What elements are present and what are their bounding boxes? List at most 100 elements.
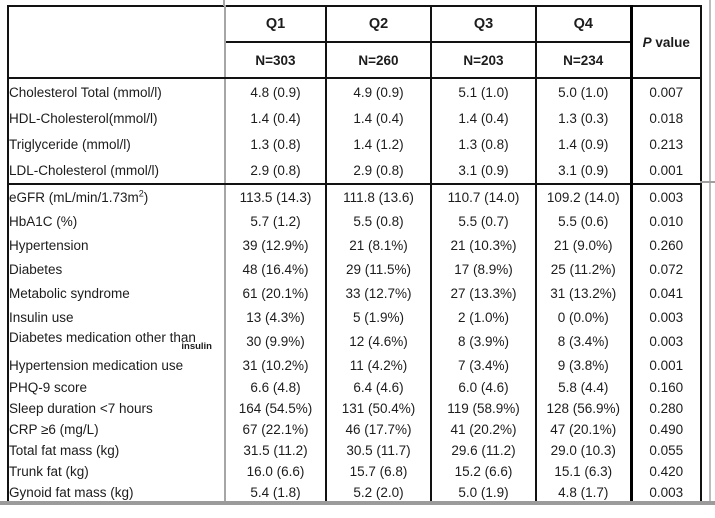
q1-value-cell: 164 (54.5%) (238, 401, 313, 416)
corner-cell (8, 6, 226, 79)
gray-section-rule-stub (700, 181, 715, 183)
table-row: LDL-Cholesterol (mmol/l) 2.9 (0.8) 2.9 (0.… (8, 157, 701, 185)
q3-value-cell: 27 (13.3%) (430, 281, 536, 305)
q4-value-cell: 128 (56.9%) (535, 398, 631, 419)
p-value-cell: 0.041 (629, 281, 701, 305)
q2-value-cell: 5.5 (0.8) (325, 209, 431, 233)
q2-value-cell: 1.4 (1.2) (325, 131, 431, 157)
q2-value-cell: 1.4 (0.4) (325, 105, 431, 131)
q2-value-cell: 5 (1.9%) (325, 305, 431, 329)
header-row-n: N=303 N=260 N=203 N=234 (8, 42, 701, 79)
table-row: Metabolic syndrome 61 (20.1%) 33 (12.7%) 27… (8, 281, 701, 305)
p-value-rest: value (651, 34, 690, 50)
q4-value-cell: 0 (0.0%) (535, 305, 631, 329)
col-n-q1: N=303 (225, 42, 326, 79)
q2-value-cell: 46 (17.7%) (325, 419, 431, 440)
row-label-cell: Total fat mass (kg) (8, 440, 226, 461)
header-row-quartiles: Q1 Q2 Q3 Q4 P value (8, 6, 701, 79)
row-label-cell: HDL-Cholesterol(mmol/l) (8, 105, 226, 131)
row-label-cell: LDL-Cholesterol (mmol/l) (8, 157, 226, 185)
table-row: Hypertension medication use 31 (10.2%) 11 … (8, 353, 701, 377)
p-value-cell: 0.007 (629, 78, 701, 105)
q2-value-cell: 11 (4.2%) (325, 353, 431, 377)
row-label-cell: Trunk fat (kg) (8, 461, 226, 482)
q3-value-cell: 3.1 (0.9) (430, 157, 536, 185)
q1-value-cell: 5.4 (1.8) (250, 485, 301, 500)
q2-value-cell: 5.2 (2.0) (325, 482, 431, 503)
q3-value-cell: 15.2 (6.6) (430, 461, 536, 482)
q2-value-cell: 2.9 (0.8) (325, 157, 431, 185)
row-label-cell: Cholesterol Total (mmol/l) (8, 78, 226, 105)
table-row: Trunk fat (kg) 16.0 (6.6) 15.7 (6.8) 15.2 (… (8, 461, 701, 482)
q1-value-cell: 13 (4.3%) (246, 309, 305, 325)
p-value-cell: 0.420 (629, 461, 701, 482)
q1-value-cell: 61 (20.1%) (242, 285, 309, 301)
q3-value-cell: 8 (3.9%) (430, 329, 536, 353)
q1-value-cell: 5.7 (1.2) (250, 213, 301, 229)
gray-column-rule-stub (223, 0, 225, 6)
q2-value-cell: 131 (50.4%) (325, 398, 431, 419)
p-value-cell: 0.490 (629, 419, 701, 440)
table-row: eGFR (mL/min/1.73m2) 113.5 (14.3) 111.8 (1… (8, 184, 701, 209)
row-label-cell: Triglyceride (mmol/l) (8, 131, 226, 157)
table-row: PHQ-9 score 6.6 (4.8) 6.4 (4.6) 6.0 (4.6) 5.… (8, 377, 701, 398)
col-n-q4: N=234 (535, 42, 631, 79)
row-label-cell: HbA1C (%) (8, 209, 226, 233)
q3-value-cell: 5.5 (0.7) (430, 209, 536, 233)
q2-value-cell: 21 (8.1%) (325, 233, 431, 257)
p-value-italic-p: P (642, 34, 652, 50)
row-label-cell: Hypertension (8, 233, 226, 257)
p-value-cell: 0.010 (629, 209, 701, 233)
table-row: Sleep duration <7 hours 164 (54.5%) 131 (5… (8, 398, 701, 419)
q3-value-cell: 2 (1.0%) (430, 305, 536, 329)
q1-value-cell: 48 (16.4%) (242, 261, 309, 277)
table-row: Triglyceride (mmol/l) 1.3 (0.8) 1.4 (1.2) 1… (8, 131, 701, 157)
table-row: Gynoid fat mass (kg) 5.4 (1.8) 5.2 (2.0) 5.… (8, 482, 701, 503)
gray-bottom-rule (0, 501, 715, 505)
q4-value-cell: 5.0 (1.0) (535, 78, 631, 105)
table-row: HDL-Cholesterol(mmol/l) 1.4 (0.4) 1.4 (0.4… (8, 105, 701, 131)
q2-value-cell: 6.4 (4.6) (325, 377, 431, 398)
row-label-cell: Gynoid fat mass (kg) (8, 482, 226, 503)
row-label-cell: PHQ-9 score (8, 377, 226, 398)
q3-value-cell: 21 (10.3%) (430, 233, 536, 257)
table-body: Cholesterol Total (mmol/l) 4.8 (0.9) 4.9 (… (8, 78, 701, 503)
q3-value-cell: 5.1 (1.0) (430, 78, 536, 105)
q1-value-cell: 1.4 (0.4) (250, 110, 301, 126)
quartile-stats-table: Q1 Q2 Q3 Q4 P value N=303 N=260 N=203 N=… (7, 5, 702, 503)
table-header: Q1 Q2 Q3 Q4 P value N=303 N=260 N=203 N=… (8, 6, 701, 79)
table-row: Insulin use 13 (4.3%) 5 (1.9%) 2 (1.0%) 0 (0… (8, 305, 701, 329)
p-value-cell: 0.280 (629, 398, 701, 419)
row-label-cell: Metabolic syndrome (8, 281, 226, 305)
col-n-q2: N=260 (325, 42, 431, 79)
q3-value-cell: 119 (58.9%) (430, 398, 536, 419)
row-label-cell: Hypertension medication use (8, 353, 226, 377)
p-value-cell: 0.003 (629, 184, 701, 209)
col-n-q3: N=203 (430, 42, 536, 79)
q2-value-cell: 29 (11.5%) (325, 257, 431, 281)
q4-value-cell: 1.3 (0.3) (535, 105, 631, 131)
q4-value-cell: 9 (3.8%) (535, 353, 631, 377)
p-value-cell: 0.072 (629, 257, 701, 281)
table-row: Cholesterol Total (mmol/l) 4.8 (0.9) 4.9 (… (8, 78, 701, 105)
q3-value-cell: 41 (20.2%) (430, 419, 536, 440)
q2-value-cell: 12 (4.6%) (325, 329, 431, 353)
q4-value-cell: 15.1 (6.3) (535, 461, 631, 482)
q2-value-cell: 4.9 (0.9) (325, 78, 431, 105)
q2-value-cell: 33 (12.7%) (325, 281, 431, 305)
table-row: CRP ≥6 (mg/L) 67 (22.1%) 46 (17.7%) 41 (20.… (8, 419, 701, 440)
q1-value-cell: 31 (10.2%) (242, 357, 309, 373)
p-value-cell: 0.003 (629, 305, 701, 329)
q3-value-cell: 17 (8.9%) (430, 257, 536, 281)
q4-value-cell: 3.1 (0.9) (535, 157, 631, 185)
q1-value-cell: 16.0 (6.6) (246, 464, 305, 479)
row-label-cell: Diabetes (8, 257, 226, 281)
q4-value-cell: 4.8 (1.7) (535, 482, 631, 503)
q4-value-cell: 1.4 (0.9) (535, 131, 631, 157)
p-value-cell: 0.001 (629, 353, 701, 377)
row-label-cell: CRP ≥6 (mg/L) (8, 419, 226, 440)
q1-value-cell: 39 (12.9%) (242, 237, 309, 253)
table-row: Total fat mass (kg) 31.5 (11.2) 30.5 (11.7… (8, 440, 701, 461)
q1-value-cell: 30 (9.9%) (246, 333, 305, 349)
p-value-cell: 0.055 (629, 440, 701, 461)
